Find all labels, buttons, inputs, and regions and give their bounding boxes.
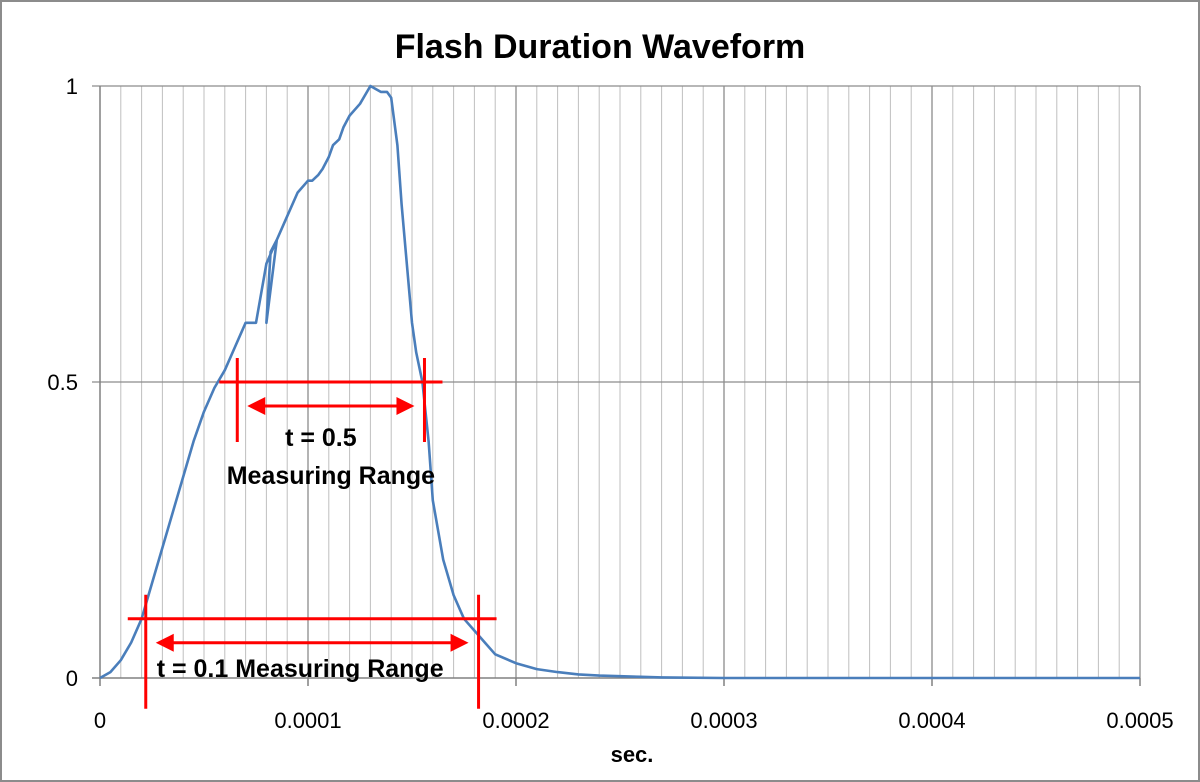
range-arrowhead-left-tenth	[155, 633, 174, 652]
annotation-label-half-line1: t = 0.5	[285, 424, 357, 452]
x-tick-label: 0.0002	[482, 708, 549, 733]
series-group	[99, 84, 1140, 680]
x-tick-label: 0.0001	[274, 708, 341, 733]
y-tick-label: 1	[66, 74, 78, 99]
x-tick-label: 0.0004	[898, 708, 965, 733]
series-line-flash-waveform	[99, 84, 1140, 680]
y-tick-label: 0	[66, 666, 78, 691]
range-arrowhead-right-half	[396, 397, 415, 415]
tick-labels: 0 0.0001 0.0002 0.0003 0.0004 0.0005 0 0.5 1	[47, 74, 1173, 733]
x-tick-label: 0.0005	[1106, 708, 1173, 733]
x-tick-label: 0.0003	[690, 708, 757, 733]
range-arrowhead-right-tenth	[450, 633, 469, 652]
range-arrowhead-left-half	[247, 397, 266, 415]
chart-title: Flash Duration Waveform	[395, 28, 806, 66]
axes	[92, 86, 1141, 686]
annotations: t = 0.5 Measuring Range t = 0.1 Measuring …	[127, 358, 497, 709]
annotation-label-half-line2: Measuring Range	[227, 462, 435, 490]
y-tick-label: 0.5	[47, 370, 78, 395]
x-tick-label: 0	[94, 708, 106, 733]
annotation-label-tenth: t = 0.1 Measuring Range	[157, 655, 444, 683]
x-axis-label: sec.	[611, 742, 654, 767]
